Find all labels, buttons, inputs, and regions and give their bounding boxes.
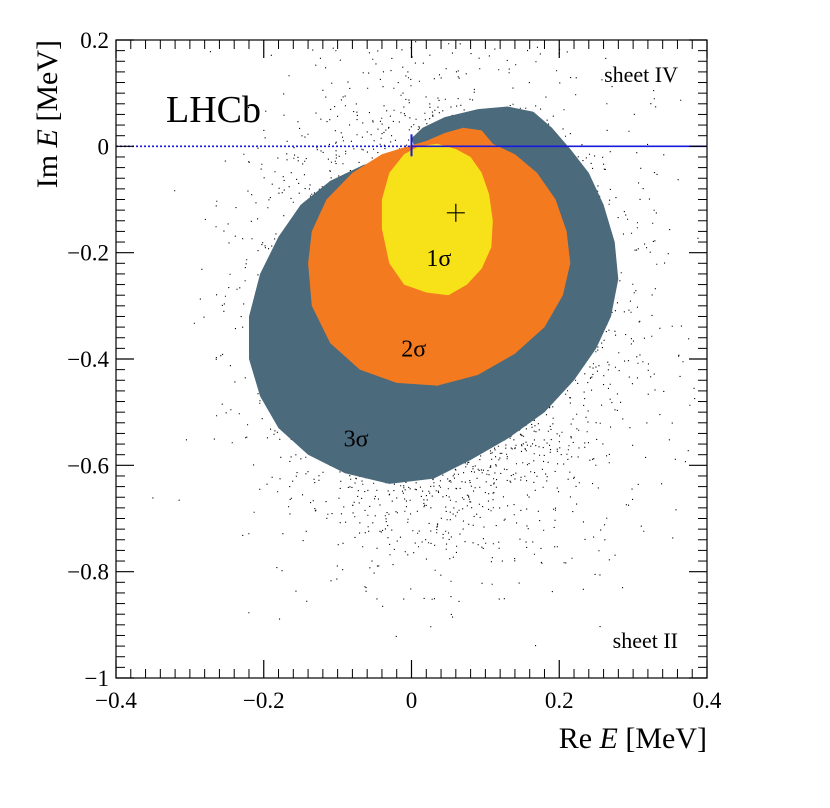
y-tick-label: −1: [85, 666, 109, 691]
threshold-lines: [116, 134, 707, 157]
contour-label-1σ: 1σ: [426, 246, 451, 272]
x-tick-label: −0.4: [95, 688, 137, 713]
contour-label-3σ: 3σ: [344, 427, 369, 453]
x-axis-label: Re E [MeV]: [559, 722, 707, 755]
contour-1σ: [381, 143, 493, 296]
y-tick-label: −0.2: [67, 241, 109, 266]
x-tick-label: 0.2: [545, 688, 574, 713]
axes: −0.4 −0.2 0 0.2 0.4 0.2 0 −0.2 −0.4 −0.6 −0.8 −1: [67, 28, 722, 713]
x-tick-label: 0.4: [693, 688, 722, 713]
y-tick-label: 0: [98, 134, 110, 159]
markers: 3σ 2σ 1σ: [344, 203, 465, 453]
y-tick-label: −0.8: [67, 560, 109, 585]
confidence-contours: [249, 106, 619, 484]
y-tick-label: −0.4: [67, 347, 109, 372]
sheet-ii-label: sheet II: [613, 628, 678, 653]
experiment-label: LHCb: [166, 89, 261, 131]
x-tick-label: −0.2: [243, 688, 285, 713]
y-axis-label: Im E [MeV]: [31, 40, 64, 188]
x-tick-label: 0: [406, 688, 418, 713]
sheet-iv-label: sheet IV: [604, 62, 678, 87]
contour-label-2σ: 2σ: [401, 336, 426, 362]
y-tick-label: −0.6: [67, 453, 109, 478]
y-tick-label: 0.2: [80, 28, 109, 53]
